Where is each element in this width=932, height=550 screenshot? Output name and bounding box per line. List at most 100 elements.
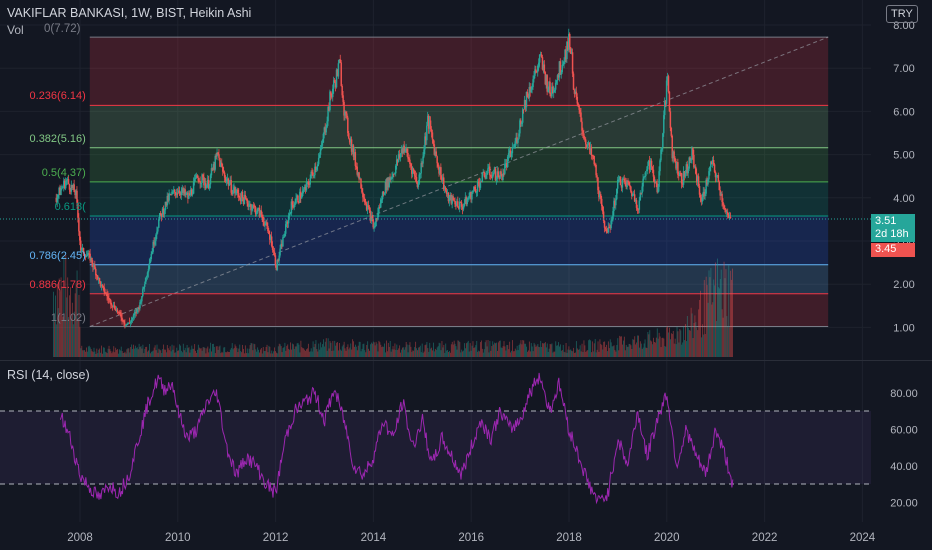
volume-bar xyxy=(235,346,237,357)
candle-body xyxy=(638,200,641,210)
candle-body xyxy=(387,177,390,187)
volume-bar xyxy=(143,353,145,357)
volume-bar xyxy=(412,350,414,357)
volume-bar xyxy=(175,352,177,357)
candle-body xyxy=(677,162,679,175)
volume-bar xyxy=(448,352,449,357)
candle-body xyxy=(58,187,60,195)
volume-bar xyxy=(215,346,217,357)
candle-body xyxy=(662,133,664,148)
volume-bar xyxy=(562,344,564,357)
candle-body xyxy=(572,73,575,90)
candle-body xyxy=(524,99,527,108)
volume-bar xyxy=(606,351,608,357)
candle-body xyxy=(435,151,437,157)
volume-bar xyxy=(449,351,450,357)
candle-body xyxy=(127,323,129,325)
candle-body xyxy=(355,165,358,167)
candle-body xyxy=(719,190,721,196)
candle-body xyxy=(491,174,494,179)
candle-body xyxy=(234,187,236,194)
fibonacci-retracement[interactable] xyxy=(89,36,829,328)
volume-bar xyxy=(716,321,717,357)
price-axis[interactable]: 1.002.003.004.005.006.007.008.00 xyxy=(893,20,914,334)
volume-bar xyxy=(430,348,432,357)
volume-bar xyxy=(663,338,665,357)
volume-bar xyxy=(514,348,516,357)
candle-body xyxy=(143,284,146,287)
volume-bar xyxy=(710,267,712,357)
candle-body xyxy=(545,75,547,85)
candle-body xyxy=(91,257,93,264)
volume-bar xyxy=(492,341,494,357)
volume-bar xyxy=(338,342,340,357)
candle-body xyxy=(565,49,567,60)
candle-body xyxy=(141,296,143,302)
candle-body xyxy=(296,195,298,199)
volume-bar xyxy=(401,347,403,357)
candle-body xyxy=(214,156,216,170)
candle-body xyxy=(647,160,650,166)
candle-body xyxy=(468,197,470,199)
volume-bar xyxy=(134,345,136,357)
candle-body xyxy=(508,150,511,154)
volume-bar xyxy=(437,346,439,357)
volume-bar xyxy=(602,349,604,357)
candle-body xyxy=(579,109,581,113)
volume-bar xyxy=(520,340,522,357)
candle-body xyxy=(477,182,480,184)
candle-body xyxy=(148,263,151,269)
candle-body xyxy=(227,178,230,186)
candle-body xyxy=(465,197,468,205)
candle-body xyxy=(679,172,682,174)
volume-bar xyxy=(329,341,331,357)
currency-button[interactable]: TRY xyxy=(886,5,918,23)
candle-body xyxy=(381,191,384,200)
candle-body xyxy=(162,208,165,215)
candle-body xyxy=(72,184,74,188)
volume-bar xyxy=(551,343,553,357)
volume-bar xyxy=(268,345,270,357)
volume-bar xyxy=(270,353,272,357)
volume-bar xyxy=(596,349,598,357)
volume-bar xyxy=(440,350,442,357)
candle-body xyxy=(409,159,411,165)
volume-bar xyxy=(689,330,691,357)
volume-bar xyxy=(361,348,363,357)
candle-body xyxy=(132,315,135,318)
volume-bar xyxy=(554,351,556,357)
candle-body xyxy=(78,217,80,232)
candle-body xyxy=(166,195,169,206)
candle-body xyxy=(575,91,578,97)
volume-bar xyxy=(299,352,301,357)
volume-bar xyxy=(199,348,201,357)
volume-bar xyxy=(646,347,648,357)
trend-line[interactable] xyxy=(89,36,829,328)
candle-body xyxy=(574,91,577,94)
candle-body xyxy=(549,81,551,94)
candle-body xyxy=(127,322,130,324)
candle-body xyxy=(325,127,327,133)
volume-bar xyxy=(59,291,61,357)
volume-bar xyxy=(674,338,676,357)
candle-body xyxy=(225,179,228,182)
candle-body xyxy=(100,284,103,287)
candle-body xyxy=(547,90,549,92)
volume-bar xyxy=(553,351,555,357)
bar-countdown: 2d 18h xyxy=(875,228,909,240)
candle-body xyxy=(485,174,487,179)
time-axis[interactable]: 2008 2010 2012 2014 2016 2018 2020 2022 2024 xyxy=(67,532,876,544)
candle-body xyxy=(108,298,110,300)
rsi-axis[interactable]: 20.00 40.00 60.00 80.00 xyxy=(890,388,918,510)
volume-bar xyxy=(104,351,106,357)
candle-body xyxy=(373,226,375,228)
candle-body xyxy=(595,164,597,176)
volume-bar xyxy=(160,350,162,357)
candle-body xyxy=(424,136,426,150)
candle-body xyxy=(618,176,621,180)
candle-body xyxy=(629,185,631,187)
candle-body xyxy=(175,193,178,196)
candle-body xyxy=(709,166,711,172)
volume-bar xyxy=(559,344,561,357)
